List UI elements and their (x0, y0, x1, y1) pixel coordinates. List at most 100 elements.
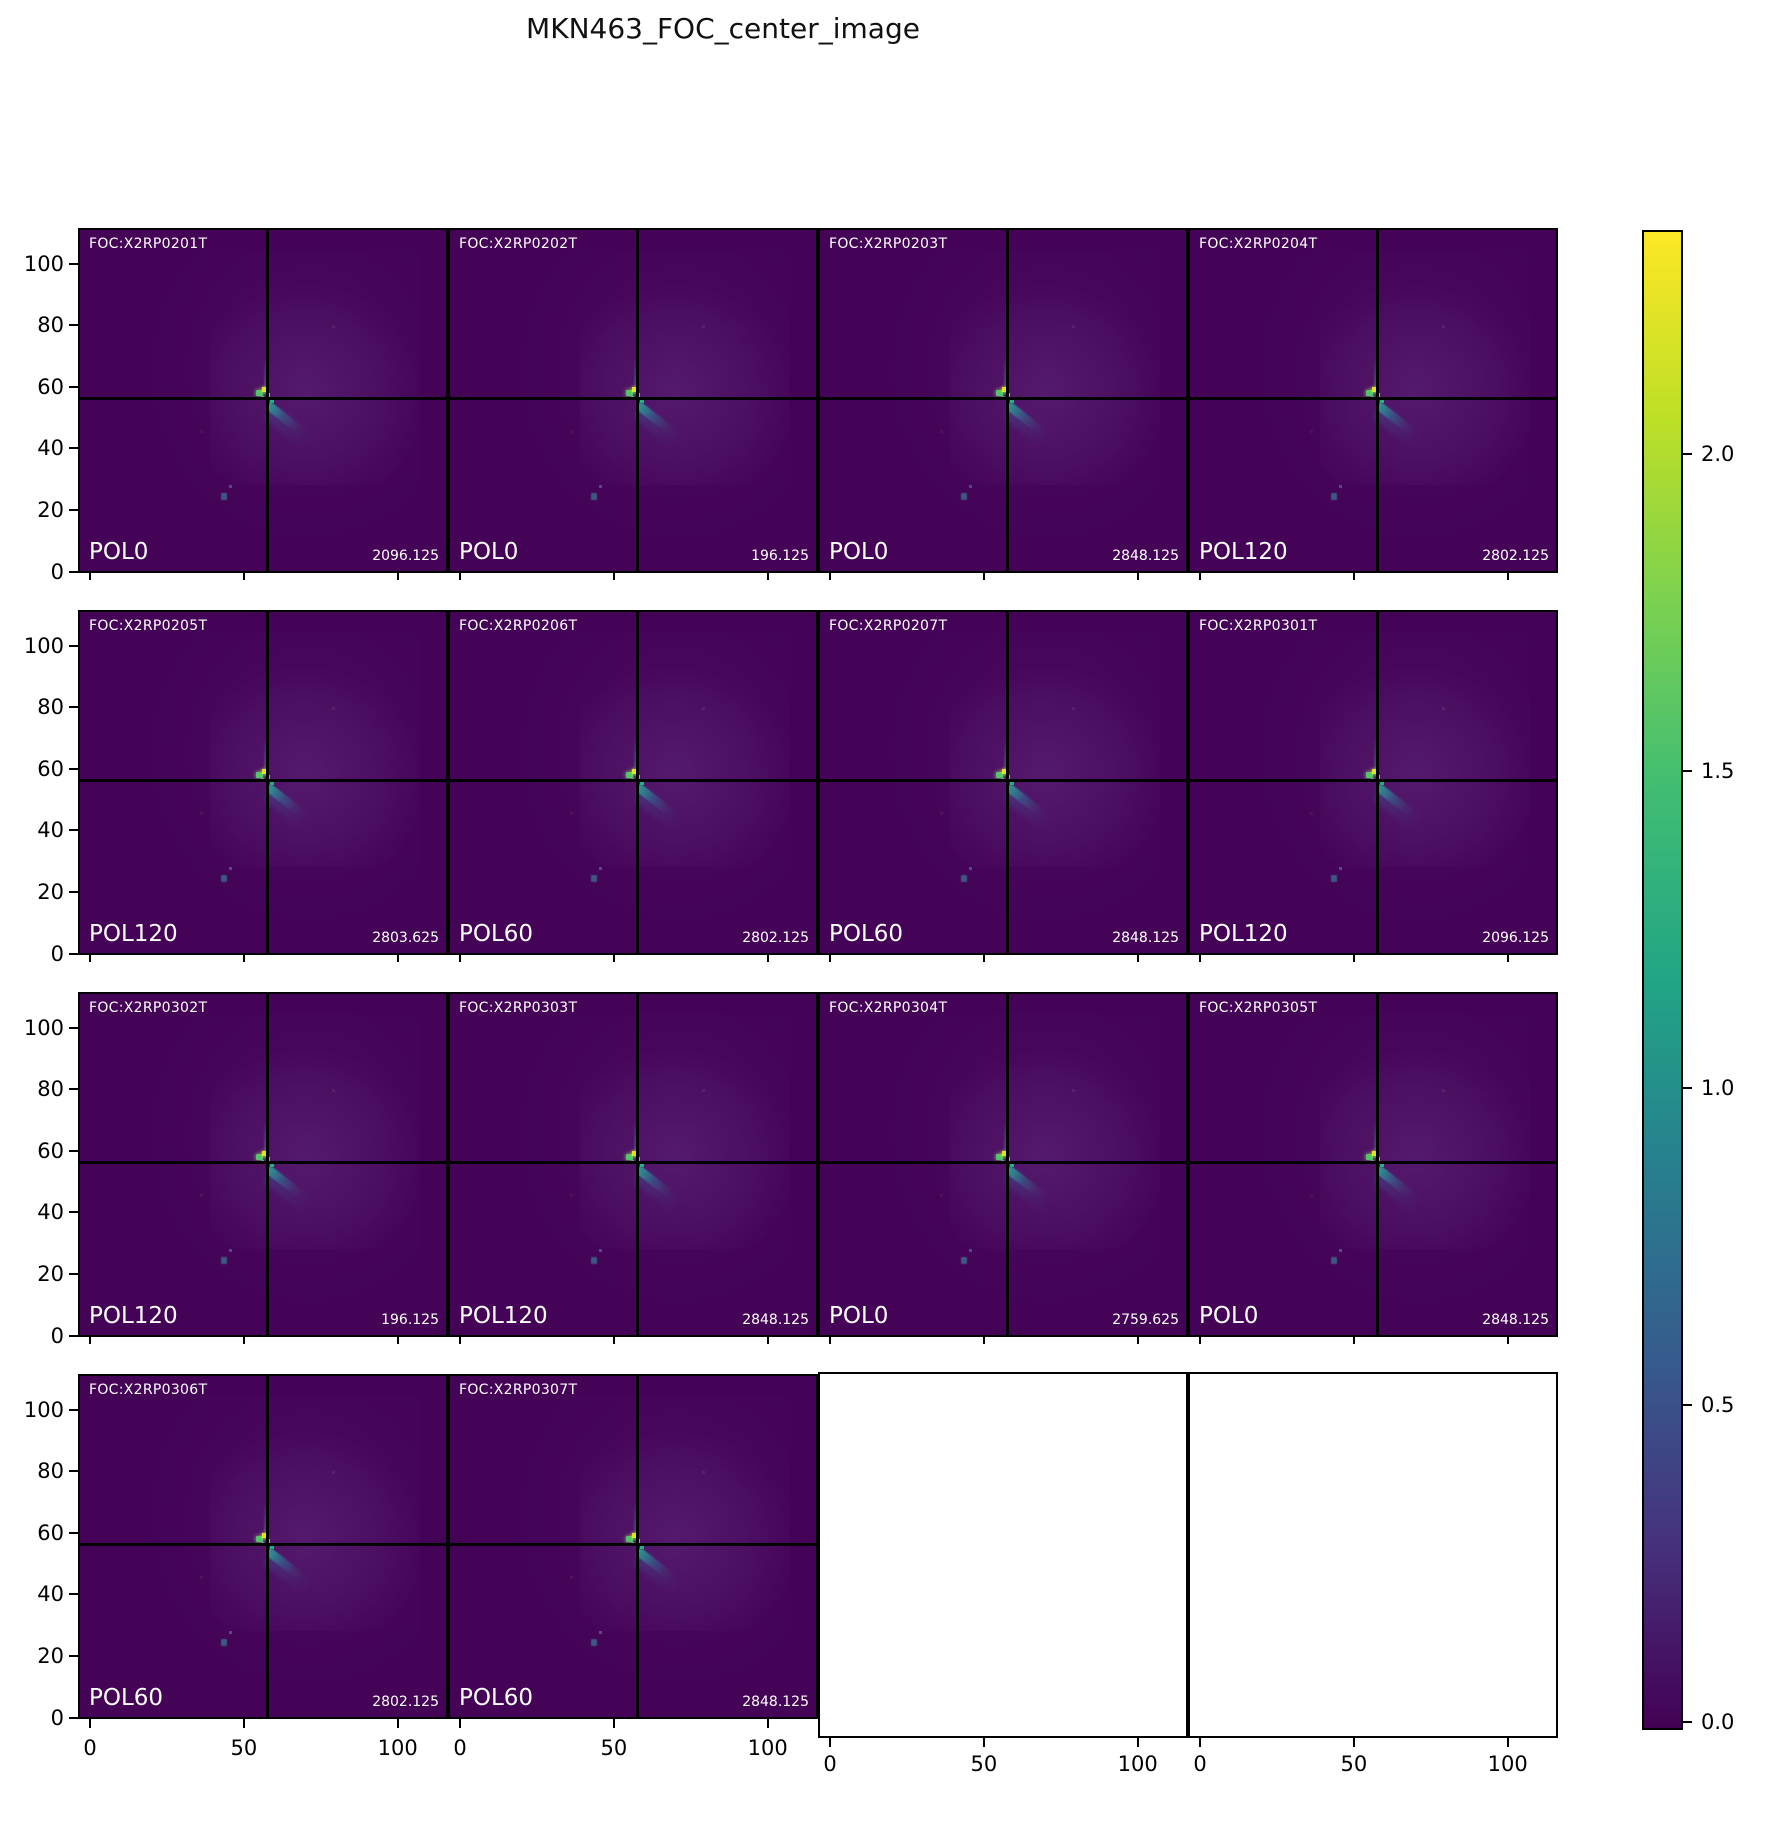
source-peak-pixel (632, 769, 636, 774)
tick-mark (69, 1716, 78, 1719)
tick-mark (69, 1531, 78, 1534)
tick-mark (69, 706, 78, 709)
source-pixel (640, 1545, 644, 1549)
source-pixel (626, 1536, 633, 1542)
polarizer-label: POL60 (459, 921, 534, 947)
crosshair-horizontal-line (450, 397, 816, 400)
colorbar-tick-label: 0.5 (1701, 1393, 1735, 1417)
noise-speck (1310, 430, 1313, 433)
faint-vertical-streak (1374, 738, 1377, 776)
tick-mark (1199, 573, 1201, 580)
source-pixel (626, 1154, 633, 1160)
y-axis-tick-label: 100 (23, 1397, 64, 1422)
y-axis-tick-label: 40 (37, 436, 64, 461)
tick-mark (1199, 1337, 1201, 1344)
foc-id-label: FOC:X2RP0303T (459, 1000, 578, 1016)
colorbar-tick-label: 1.5 (1701, 759, 1735, 783)
source-pixel (256, 1536, 263, 1542)
image-panel: FOC:X2RP0303T POL120 2848.125 (448, 992, 818, 1337)
noise-speck (1072, 707, 1075, 710)
faint-vertical-streak (1004, 356, 1007, 394)
x-axis-tick-label: 50 (230, 1736, 258, 1760)
image-panel: FOC:X2RP0305T POL0 2848.125 (1188, 992, 1558, 1337)
exposure-value-label: 2802.125 (1482, 548, 1549, 564)
secondary-source-speck (229, 1249, 232, 1252)
source-halo (950, 285, 1160, 485)
tick-mark (242, 955, 245, 962)
tick-mark (1352, 955, 1355, 962)
noise-speck (1310, 812, 1313, 815)
exposure-value-label: 2759.625 (1112, 1312, 1179, 1328)
secondary-source-speck (599, 1249, 602, 1252)
tick-mark (396, 1719, 399, 1728)
y-axis-tick-label: 60 (37, 374, 64, 399)
noise-speck (570, 1576, 573, 1579)
crosshair-vertical-line (266, 230, 269, 571)
foc-id-label: FOC:X2RP0206T (459, 618, 578, 634)
faint-vertical-streak (264, 738, 267, 776)
x-axis-tick-label: 0 (453, 1736, 467, 1760)
panel-image (80, 612, 446, 953)
panel-image (1190, 612, 1556, 953)
exposure-value-label: 196.125 (381, 1312, 439, 1328)
tick-mark (766, 1719, 769, 1728)
tick-mark (69, 324, 78, 327)
secondary-source-speck (969, 1249, 972, 1252)
source-pixel (270, 1545, 274, 1549)
secondary-source-speck (1339, 867, 1342, 870)
panel-image (80, 1376, 446, 1717)
secondary-source-dot (591, 1257, 597, 1264)
tick-mark (69, 262, 78, 265)
source-pixel (626, 772, 633, 778)
secondary-source-dot (591, 493, 597, 500)
x-axis-tick-label: 100 (1117, 1752, 1158, 1776)
panel-image (450, 230, 816, 571)
secondary-source-speck (229, 1631, 232, 1634)
crosshair-vertical-line (1006, 230, 1009, 571)
colorbar (1642, 230, 1683, 1730)
source-peak-pixel (262, 387, 266, 392)
colorbar-tick-mark (1683, 1721, 1692, 1723)
source-halo (210, 285, 420, 485)
crosshair-horizontal-line (1190, 779, 1556, 782)
y-axis-tick-label: 100 (23, 251, 64, 276)
secondary-source-dot (961, 875, 967, 882)
source-peak-pixel (1002, 1151, 1006, 1156)
noise-speck (200, 430, 203, 433)
source-pixel (1380, 399, 1384, 403)
tick-mark (69, 1026, 78, 1029)
secondary-source-speck (969, 485, 972, 488)
crosshair-horizontal-line (1190, 1161, 1556, 1164)
panel-image (450, 612, 816, 953)
tick-mark (829, 573, 831, 580)
x-axis-tick-label: 0 (823, 1752, 837, 1776)
exposure-value-label: 2096.125 (1482, 930, 1549, 946)
foc-id-label: FOC:X2RP0307T (459, 1382, 578, 1398)
crosshair-horizontal-line (80, 1161, 446, 1164)
tick-mark (69, 1088, 78, 1091)
faint-nebulosity (510, 1014, 790, 1314)
tick-mark (89, 1719, 91, 1728)
foc-id-label: FOC:X2RP0203T (829, 236, 948, 252)
tick-mark (69, 447, 78, 450)
tick-mark (89, 1337, 91, 1344)
faint-nebulosity (510, 632, 790, 932)
tick-mark (242, 1337, 245, 1344)
colorbar-tick-label: 0.0 (1701, 1710, 1735, 1734)
foc-id-label: FOC:X2RP0207T (829, 618, 948, 634)
colorbar-tick-mark (1683, 1404, 1692, 1406)
crosshair-vertical-line (636, 230, 639, 571)
y-axis-tick-label: 40 (37, 1200, 64, 1225)
source-pixel (256, 772, 263, 778)
source-pixel (996, 390, 1003, 396)
tick-mark (1352, 573, 1355, 580)
y-axis-tick-label: 0 (50, 941, 64, 966)
tick-mark (459, 955, 461, 962)
tick-mark (69, 1211, 78, 1214)
exposure-value-label: 2848.125 (742, 1694, 809, 1710)
tick-mark (982, 573, 985, 580)
faint-vertical-streak (634, 1502, 637, 1540)
exposure-value-label: 2848.125 (1112, 548, 1179, 564)
tick-mark (829, 1337, 831, 1344)
polarizer-label: POL120 (89, 1303, 178, 1329)
